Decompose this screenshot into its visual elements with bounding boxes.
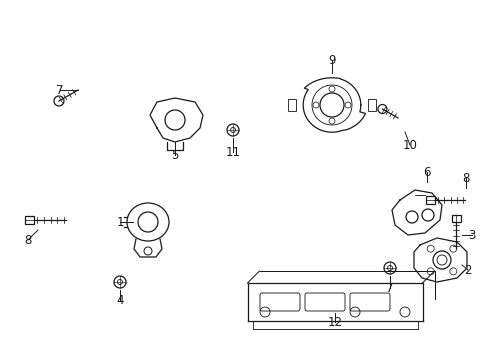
Text: 7: 7 [386, 282, 393, 294]
Text: 1: 1 [116, 216, 123, 229]
Text: 8: 8 [461, 171, 469, 185]
Text: 10: 10 [402, 139, 417, 152]
Bar [287, 99, 295, 111]
Text: 7: 7 [56, 84, 63, 96]
Text: 11: 11 [225, 145, 240, 158]
Text: 2: 2 [463, 264, 471, 276]
Text: 3: 3 [468, 229, 475, 242]
Text: 9: 9 [327, 54, 335, 67]
Text: 8: 8 [24, 234, 32, 247]
Bar [450, 215, 460, 222]
Bar [25, 216, 34, 224]
Bar [425, 196, 434, 204]
Text: 5: 5 [171, 149, 178, 162]
Text: 12: 12 [327, 315, 342, 328]
Text: 6: 6 [423, 166, 430, 179]
Text: 4: 4 [116, 293, 123, 306]
Bar [367, 99, 375, 111]
